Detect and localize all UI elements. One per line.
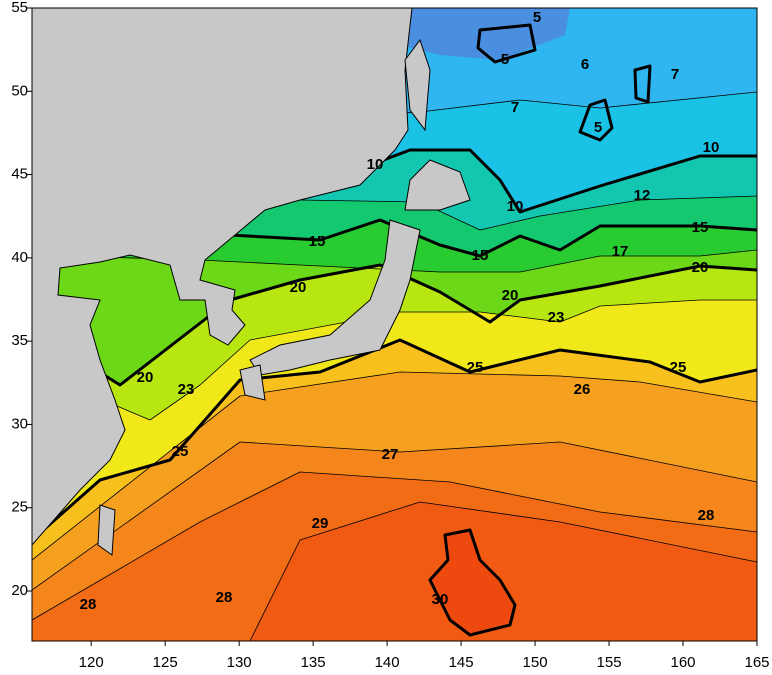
hokkaido <box>404 159 471 211</box>
y-tick-label: 45 <box>11 166 28 183</box>
isotherm <box>32 263 757 387</box>
contour-label: 20 <box>290 279 307 296</box>
y-tick-label: 30 <box>11 415 28 432</box>
isotherm <box>32 441 757 591</box>
isotherm <box>32 299 757 421</box>
contour-label: 17 <box>612 243 629 260</box>
isotherm <box>428 528 517 637</box>
x-tick-label: 145 <box>449 654 474 671</box>
y-tick-label: 40 <box>11 249 28 266</box>
contour-label: 26 <box>574 381 591 398</box>
contour-labels: 5 5 5 6 7 7 10 10 10 12 15 15 15 17 20 20 20 20 23 23 25 25 25… <box>80 9 720 613</box>
contour-label: 25 <box>172 443 189 460</box>
y-tick-label: 35 <box>11 332 28 349</box>
kyushu <box>239 364 266 401</box>
plot-frame <box>31 7 758 642</box>
contour-label: 7 <box>671 66 679 83</box>
contour-label: 25 <box>670 359 687 376</box>
x-tick-label: 140 <box>375 654 400 671</box>
contour-label: 15 <box>692 219 709 236</box>
y-tick-label: 50 <box>11 82 28 99</box>
contour-label: 15 <box>472 247 489 264</box>
contour-label: 5 <box>594 119 602 136</box>
contour-label: 20 <box>692 259 709 276</box>
x-tick-label: 160 <box>671 654 696 671</box>
contour-label: 25 <box>467 359 484 376</box>
contour-label: 7 <box>511 99 519 116</box>
y-tick-label: 55 <box>11 0 28 16</box>
y-tick-label: 25 <box>11 499 28 516</box>
temperature-field <box>32 8 757 641</box>
isotherm <box>476 23 537 64</box>
contour-label: 10 <box>367 156 384 173</box>
x-tick-label: 120 <box>79 654 104 671</box>
contour-label: 20 <box>137 369 154 386</box>
contour-label: 28 <box>216 589 233 606</box>
x-tick-label: 165 <box>744 654 769 671</box>
isotherm <box>32 338 757 542</box>
contour-label: 15 <box>309 233 326 250</box>
contour-label: 12 <box>634 187 651 204</box>
contour-label: 6 <box>581 56 589 73</box>
contour-label: 10 <box>703 139 720 156</box>
honshu <box>249 219 421 376</box>
x-tick-label: 155 <box>597 654 622 671</box>
x-tick-label: 150 <box>523 654 548 671</box>
x-tick-label: 125 <box>153 654 178 671</box>
contour-label: 28 <box>80 596 97 613</box>
isotherm <box>633 64 652 104</box>
contour-label: 30 <box>432 591 449 608</box>
land <box>32 8 471 556</box>
y-tick-label: 20 <box>11 582 28 599</box>
zone <box>250 502 757 641</box>
x-tick-label: 135 <box>301 654 326 671</box>
isotherm <box>32 371 757 561</box>
contour-label: 27 <box>382 446 399 463</box>
zone <box>430 530 515 635</box>
isotherm <box>578 98 614 142</box>
contour-label: 5 <box>533 9 541 26</box>
contour-label: 29 <box>312 515 329 532</box>
isotherm <box>32 218 757 258</box>
sakhalin <box>404 38 431 132</box>
x-tick-label: 130 <box>227 654 252 671</box>
isotherm <box>32 249 757 273</box>
isotherm <box>249 501 757 641</box>
axes: 120 125 130 135 140 145 150 155 160 1652025303540… <box>11 0 769 671</box>
continent <box>32 8 413 546</box>
isotherm <box>32 471 757 621</box>
contour-label: 10 <box>507 198 524 215</box>
contour-label: 28 <box>698 507 715 524</box>
contour-label: 23 <box>548 309 565 326</box>
contour-label: 5 <box>501 51 509 68</box>
contour-label: 23 <box>178 381 195 398</box>
taiwan <box>97 504 116 556</box>
contour-label: 20 <box>502 287 519 304</box>
